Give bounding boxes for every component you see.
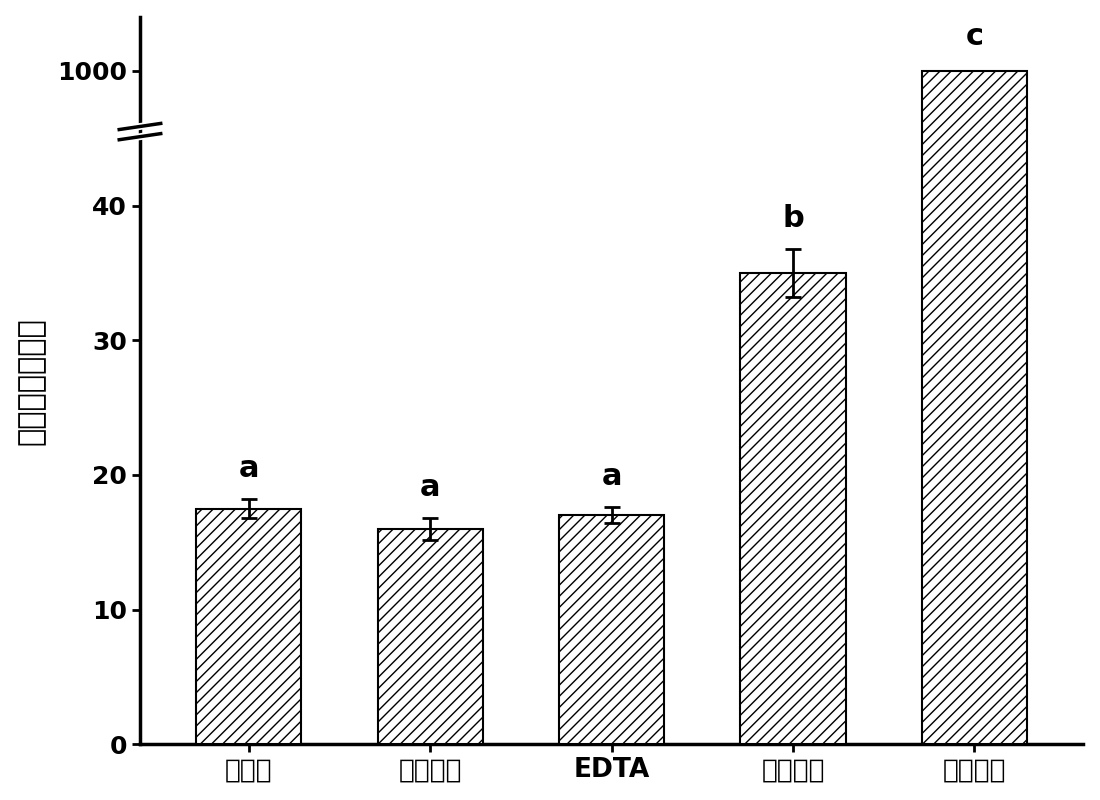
Bar [740,273,846,744]
Bar [922,71,1027,744]
Text: a: a [602,462,621,491]
Y-axis label: 凝固时间（秒）: 凝固时间（秒） [16,317,46,445]
Bar [559,515,664,744]
Text: c: c [966,22,983,51]
Text: a: a [420,473,440,502]
Text: a: a [239,454,260,483]
Bar [196,509,301,744]
Text: b: b [782,203,804,233]
Bar [377,529,483,744]
